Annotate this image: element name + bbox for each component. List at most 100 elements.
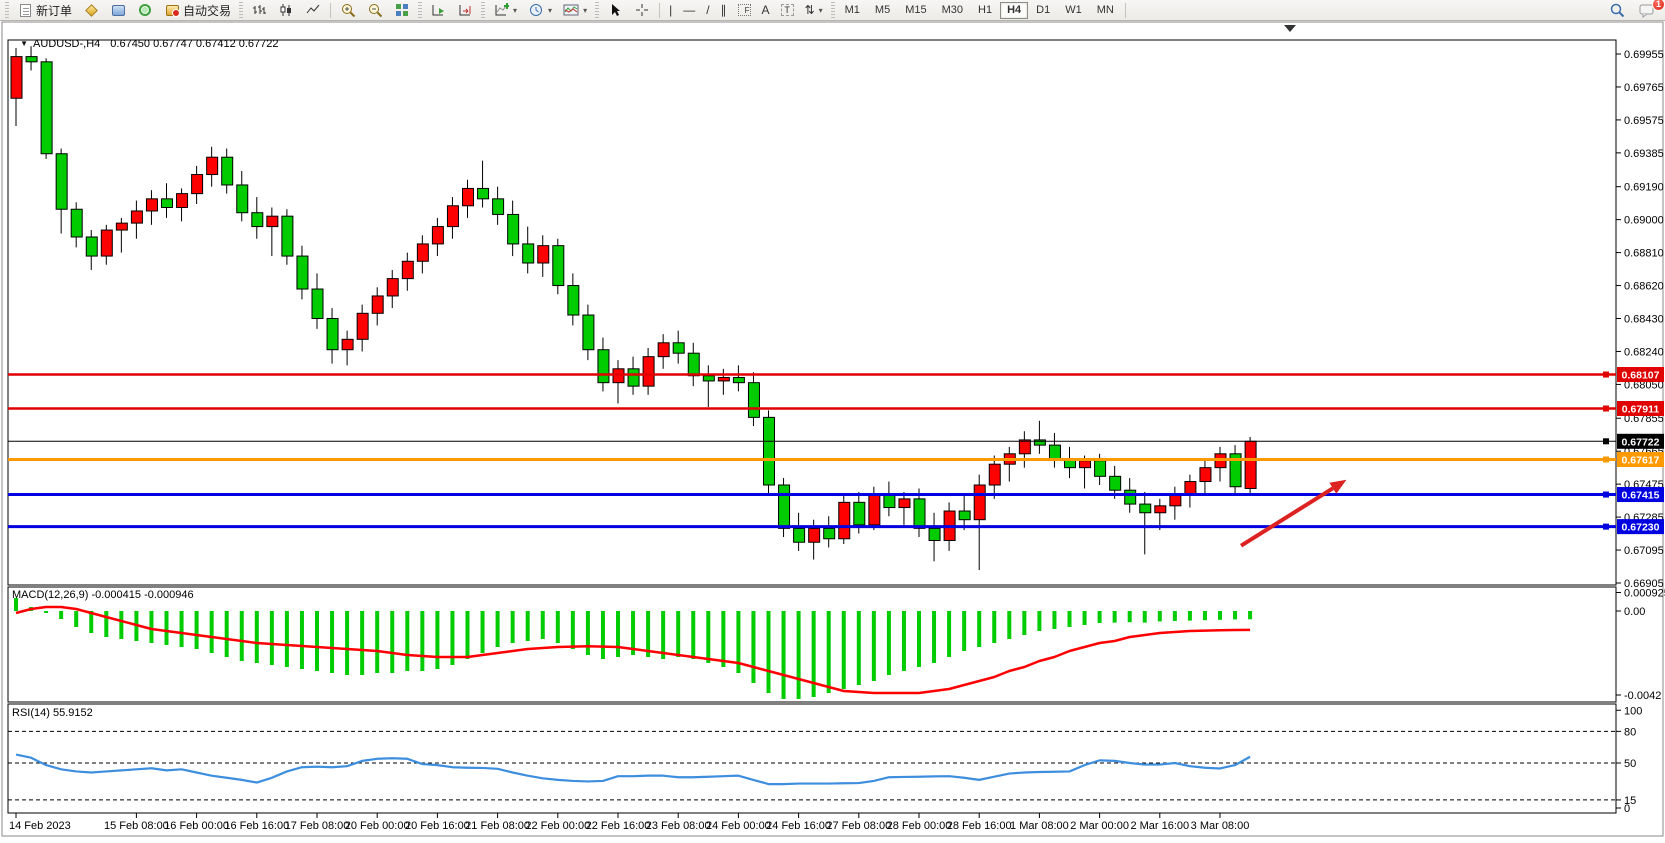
toolbar-drag-handle[interactable] — [481, 2, 486, 18]
svg-text:0.67617: 0.67617 — [1622, 455, 1660, 467]
svg-text:20 Feb 16:00: 20 Feb 16:00 — [405, 820, 470, 832]
new-order-button[interactable]: 新订单 — [12, 1, 77, 20]
autotrading-icon — [164, 2, 180, 18]
svg-text:0.68620: 0.68620 — [1624, 281, 1664, 293]
cursor-arrow-icon — [607, 2, 623, 18]
svg-text:28 Feb 00:00: 28 Feb 00:00 — [887, 820, 952, 832]
svg-text:0: 0 — [1624, 803, 1630, 815]
svg-text:0.69955: 0.69955 — [1624, 49, 1664, 61]
svg-text:24 Feb 16:00: 24 Feb 16:00 — [766, 820, 831, 832]
svg-text:0.67722: 0.67722 — [1622, 436, 1660, 448]
svg-text:27 Feb 08:00: 27 Feb 08:00 — [826, 820, 891, 832]
candlestick-mode-button[interactable] — [273, 1, 299, 20]
crosshair-button[interactable] — [629, 1, 655, 20]
templates-button[interactable]: ▾ — [558, 1, 592, 20]
svg-text:14 Feb 2023: 14 Feb 2023 — [9, 820, 71, 832]
line-chart-icon — [305, 2, 321, 18]
autotrading-button[interactable]: 自动交易 — [159, 1, 236, 20]
notification-count-badge: 1 — [1652, 0, 1665, 11]
svg-text:50: 50 — [1624, 758, 1636, 770]
toolbar-drag-handle[interactable] — [239, 2, 244, 18]
zoom-out-icon — [367, 2, 383, 18]
svg-text:0.67415: 0.67415 — [1622, 490, 1660, 502]
vertical-line-icon: | — [669, 3, 673, 17]
zoom-in-icon — [340, 2, 356, 18]
svg-text:0.69385: 0.69385 — [1624, 148, 1664, 160]
svg-text:17 Feb 08:00: 17 Feb 08:00 — [285, 820, 350, 832]
one-click-expand-icon[interactable]: ▼ — [20, 39, 29, 48]
crosshair-icon — [634, 2, 650, 18]
search-icon — [1609, 2, 1625, 18]
tile-windows-button[interactable] — [389, 1, 415, 20]
cursor-button[interactable] — [602, 1, 628, 20]
timeframe-d1-button[interactable]: D1 — [1036, 4, 1051, 16]
notifications-button[interactable]: 1 — [1634, 0, 1665, 20]
periods-button[interactable]: ▾ — [523, 1, 557, 20]
chat-bubble-icon — [1639, 2, 1655, 18]
svg-text:0.68810: 0.68810 — [1624, 248, 1664, 260]
auto-scroll-button[interactable] — [425, 1, 451, 20]
svg-text:2 Mar 16:00: 2 Mar 16:00 — [1130, 820, 1189, 832]
svg-text:0.000925: 0.000925 — [1624, 588, 1665, 600]
toolbar-drag-handle[interactable] — [418, 2, 423, 18]
svg-text:0.00: 0.00 — [1624, 606, 1645, 618]
zoom-out-button[interactable] — [362, 1, 388, 20]
indicators-icon — [493, 2, 509, 18]
timeframe-m15-button[interactable]: M15 — [905, 4, 927, 16]
macd-indicator-label: MACD(12,26,9) -0.000415 -0.000946 — [12, 589, 194, 601]
zoom-in-button[interactable] — [335, 1, 361, 20]
svg-text:22 Feb 16:00: 22 Feb 16:00 — [586, 820, 651, 832]
toolbar-drag-handle[interactable] — [595, 2, 600, 18]
timeframe-m5-button[interactable]: M5 — [874, 4, 891, 16]
autotrading-label: 自动交易 — [183, 3, 232, 18]
svg-text:16 Feb 00:00: 16 Feb 00:00 — [164, 820, 229, 832]
search-button[interactable] — [1604, 1, 1630, 20]
timeframe-mn-button[interactable]: MN — [1096, 4, 1114, 16]
timeframe-h4-button[interactable]: H4 — [1000, 1, 1029, 19]
timeframe-w1-button[interactable]: W1 — [1065, 4, 1082, 16]
navigator-icon — [110, 2, 126, 18]
toolbar-drag-handle[interactable] — [830, 2, 835, 18]
horizontal-line-tool-button[interactable]: — — [678, 1, 700, 20]
dropdown-caret-icon: ▾ — [548, 5, 553, 15]
bar-chart-mode-button[interactable] — [246, 1, 272, 20]
trendline-tool-button[interactable]: / — [701, 1, 714, 20]
channel-tool-button[interactable]: ∥ — [716, 1, 732, 20]
text-icon: A — [761, 3, 770, 17]
svg-text:1 Mar 08:00: 1 Mar 08:00 — [1010, 820, 1069, 832]
horizontal-line-icon: — — [683, 3, 696, 17]
dropdown-caret-icon: ▾ — [513, 5, 518, 15]
timeframe-m30-button[interactable]: M30 — [941, 4, 964, 16]
toolbar-drag-handle[interactable] — [5, 2, 9, 18]
navigator-button[interactable] — [105, 1, 131, 20]
chart-shift-icon — [457, 2, 473, 18]
arrows-icon: ⇅ — [804, 3, 815, 17]
svg-text:20 Feb 00:00: 20 Feb 00:00 — [345, 820, 410, 832]
svg-text:80: 80 — [1624, 726, 1636, 738]
svg-text:0.69765: 0.69765 — [1624, 82, 1664, 94]
svg-text:0.68107: 0.68107 — [1622, 370, 1660, 382]
arrows-tool-button[interactable]: ⇅ ▾ — [800, 1, 828, 20]
new-chart-button[interactable] — [132, 1, 158, 20]
svg-text:0.68050: 0.68050 — [1624, 379, 1664, 391]
vertical-line-tool-button[interactable]: | — [664, 1, 677, 20]
fibonacci-tool-button[interactable]: F — [733, 1, 756, 20]
indicators-button[interactable]: ▾ — [488, 1, 522, 20]
chart-symbol-title: ▼ AUDUSD-,H4 0.67450 0.67747 0.67412 0.677… — [14, 26, 278, 50]
timeframe-m1-button[interactable]: M1 — [844, 4, 860, 16]
svg-text:15: 15 — [1624, 795, 1636, 807]
text-tool-button[interactable]: A — [757, 1, 775, 20]
market-watch-button[interactable] — [78, 1, 104, 20]
svg-text:28 Feb 16:00: 28 Feb 16:00 — [947, 820, 1012, 832]
text-label-icon: T — [780, 4, 794, 16]
timeframe-h1-button[interactable]: H1 — [978, 4, 993, 16]
top-toolbar: 新订单 自动交易 — [0, 0, 1665, 21]
svg-text:0.67095: 0.67095 — [1624, 545, 1664, 557]
line-chart-mode-button[interactable] — [300, 1, 326, 20]
svg-text:2 Mar 00:00: 2 Mar 00:00 — [1070, 820, 1129, 832]
svg-text:0.69575: 0.69575 — [1624, 115, 1664, 127]
text-label-tool-button[interactable]: T — [776, 1, 799, 20]
chart-shift-button[interactable] — [452, 1, 478, 20]
